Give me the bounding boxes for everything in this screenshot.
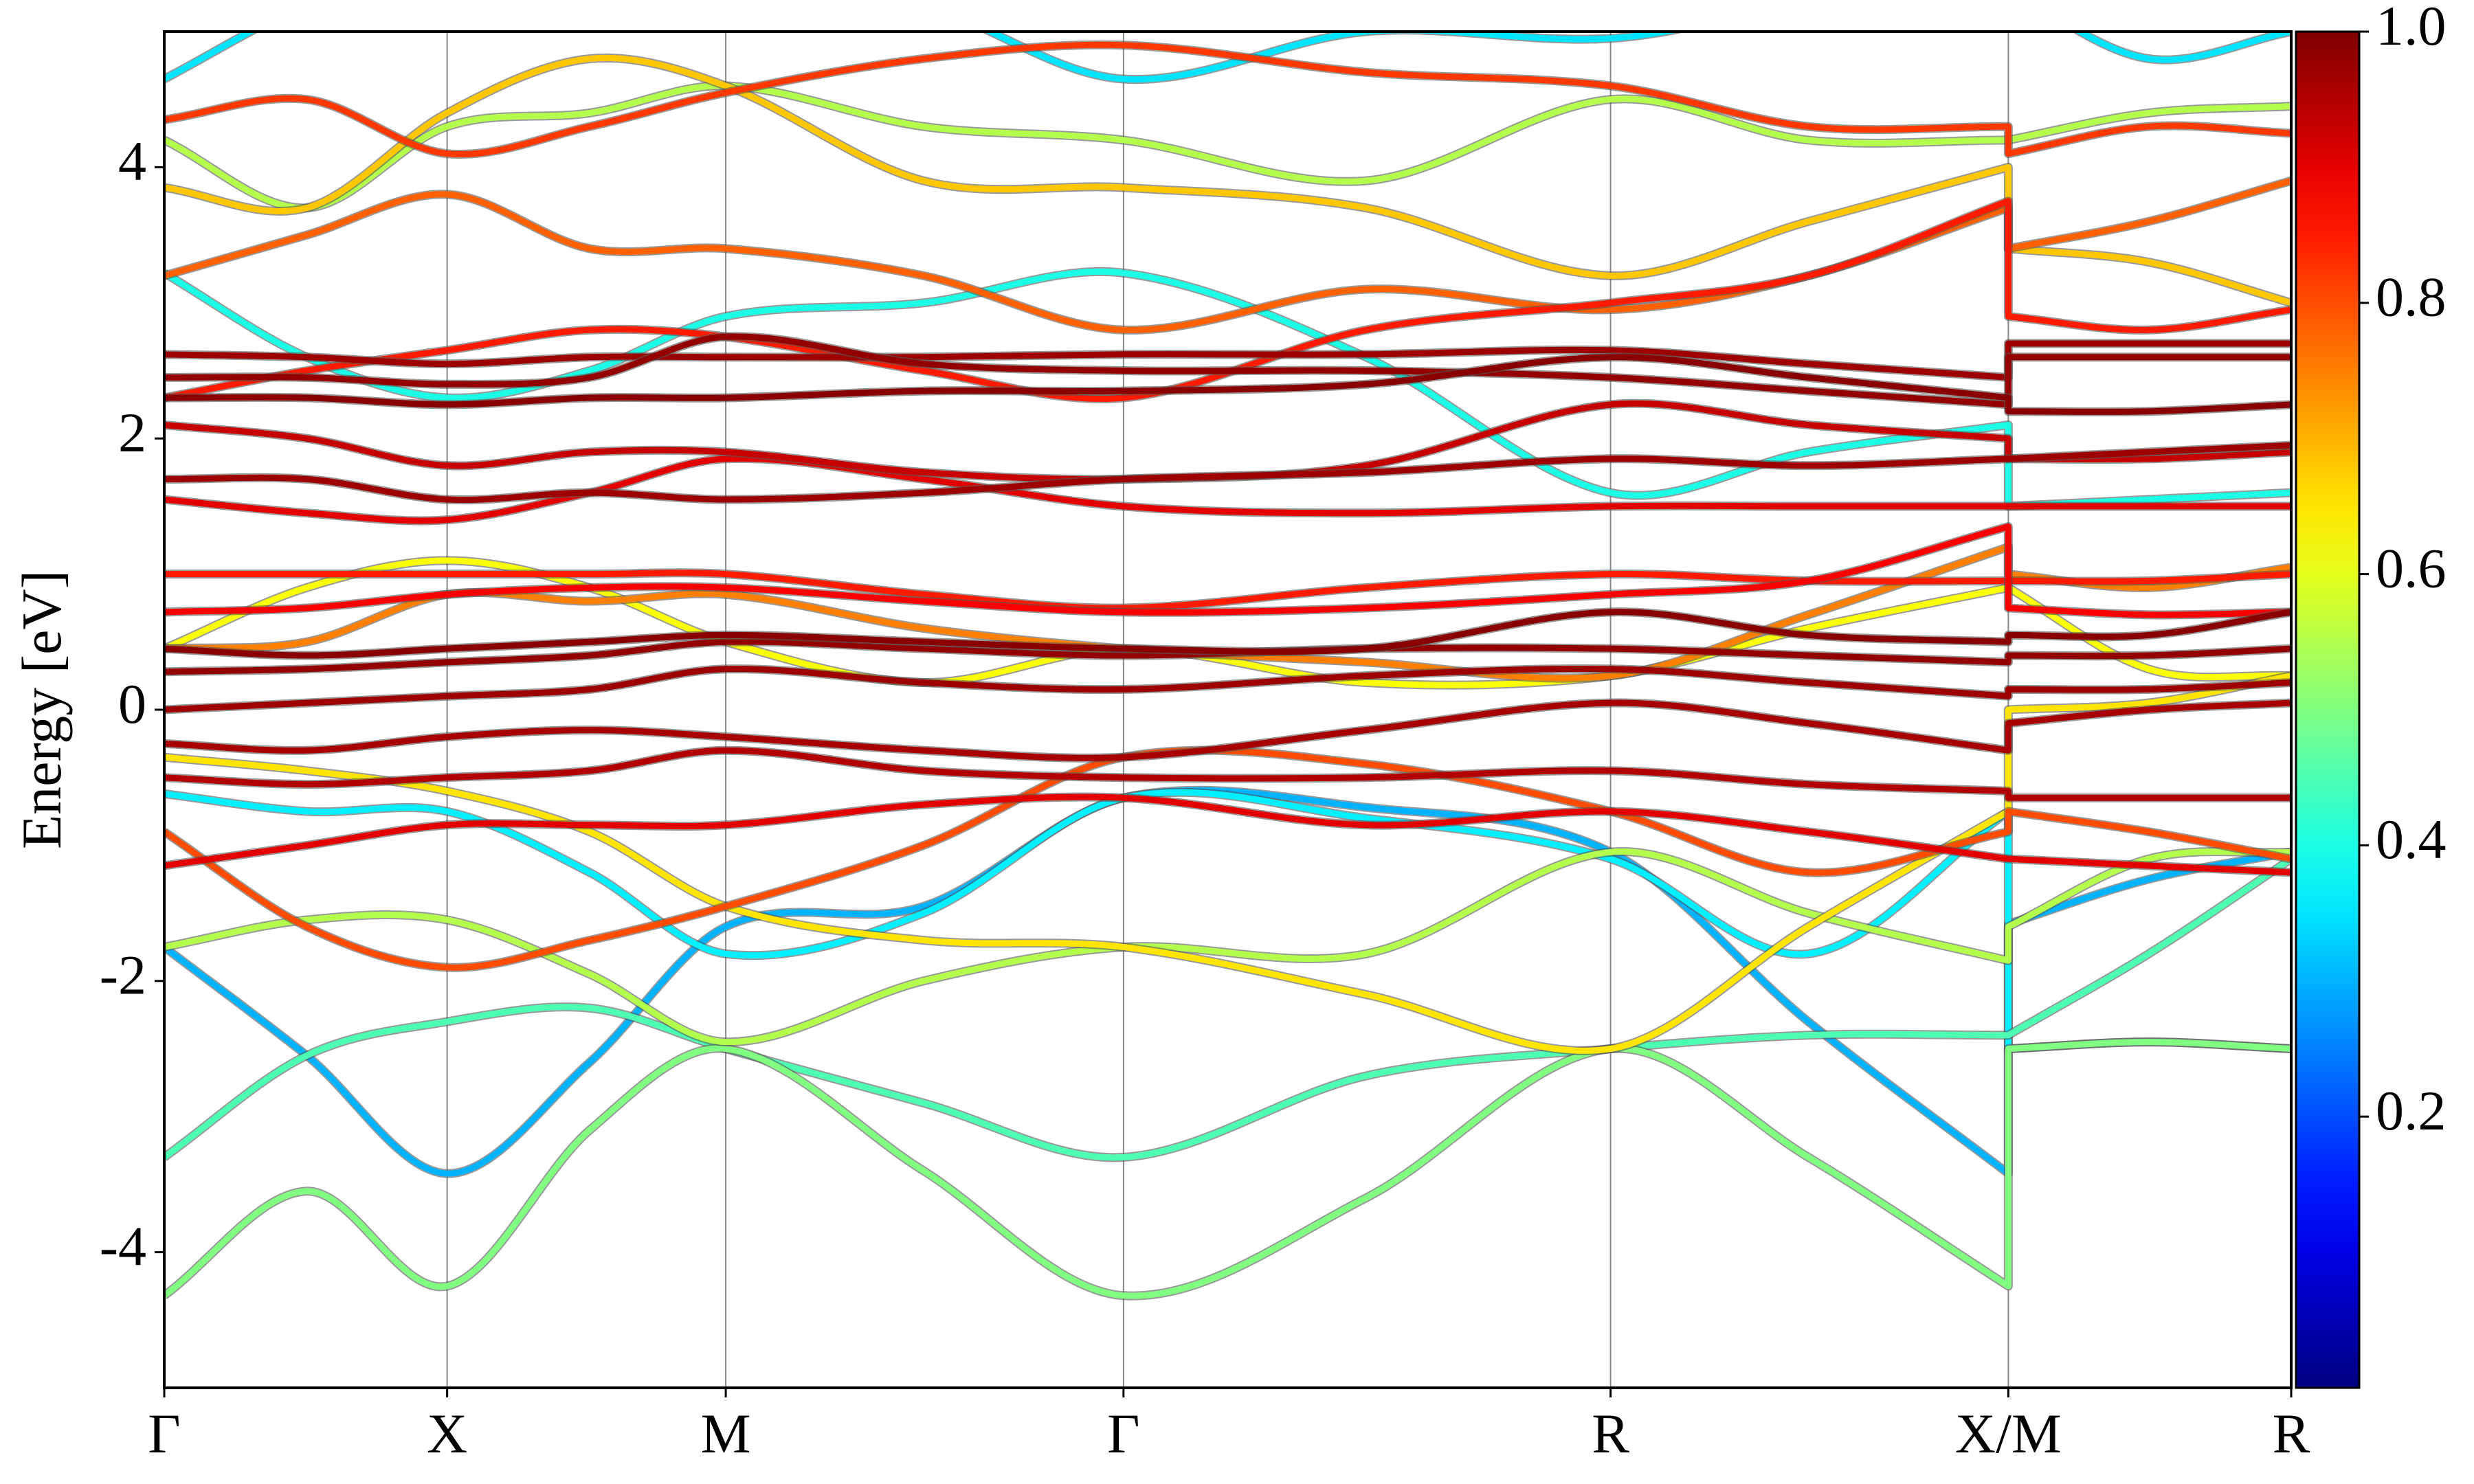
band (164, 41, 2291, 158)
band (164, 699, 2291, 761)
y-tick-label: 4 (118, 130, 146, 192)
y-axis-label: Energy [eV] (10, 570, 73, 849)
band (164, 1039, 2291, 1299)
colorbar (2295, 30, 2361, 1389)
x-tick-label: Γ (1107, 1402, 1139, 1465)
band (164, 524, 2291, 618)
band (164, 442, 2291, 504)
colorbar-tick-label: 0.8 (2376, 266, 2447, 328)
x-tick-label: Γ (148, 1402, 180, 1465)
x-tick-label: R (2273, 1402, 2310, 1465)
band (164, 673, 2291, 1054)
band (164, 638, 2291, 675)
band (164, 340, 2291, 381)
band (164, 455, 2291, 524)
x-tick-label: X/M (1955, 1402, 2062, 1465)
colorbar-tick-label: 0.2 (2376, 1079, 2447, 1142)
band (164, 855, 2291, 1161)
band (164, 54, 2291, 306)
colorbar-tick-label: 0.6 (2376, 537, 2447, 599)
bands-layer (164, 32, 2291, 1301)
band (164, 794, 2291, 876)
y-tick-label: 2 (118, 401, 146, 464)
x-tick-label: R (1592, 1402, 1629, 1465)
band (164, 32, 2291, 83)
y-tick-label: -2 (100, 944, 146, 1007)
y-tick-label: -4 (100, 1215, 146, 1277)
y-tick-label: 0 (118, 673, 146, 735)
band (164, 570, 2291, 611)
band (164, 665, 2291, 713)
colorbar-tick-label: 1.0 (2376, 0, 2447, 57)
band (164, 609, 2291, 659)
x-tick-label: X (427, 1402, 467, 1465)
band (164, 354, 2291, 415)
band (164, 848, 2291, 1046)
x-tick-label: M (701, 1402, 751, 1465)
band (164, 747, 2291, 801)
band (164, 333, 2291, 408)
colorbar-tick-label: 0.4 (2376, 808, 2447, 870)
band (164, 268, 2291, 510)
band (164, 177, 2291, 333)
band (164, 82, 2291, 212)
